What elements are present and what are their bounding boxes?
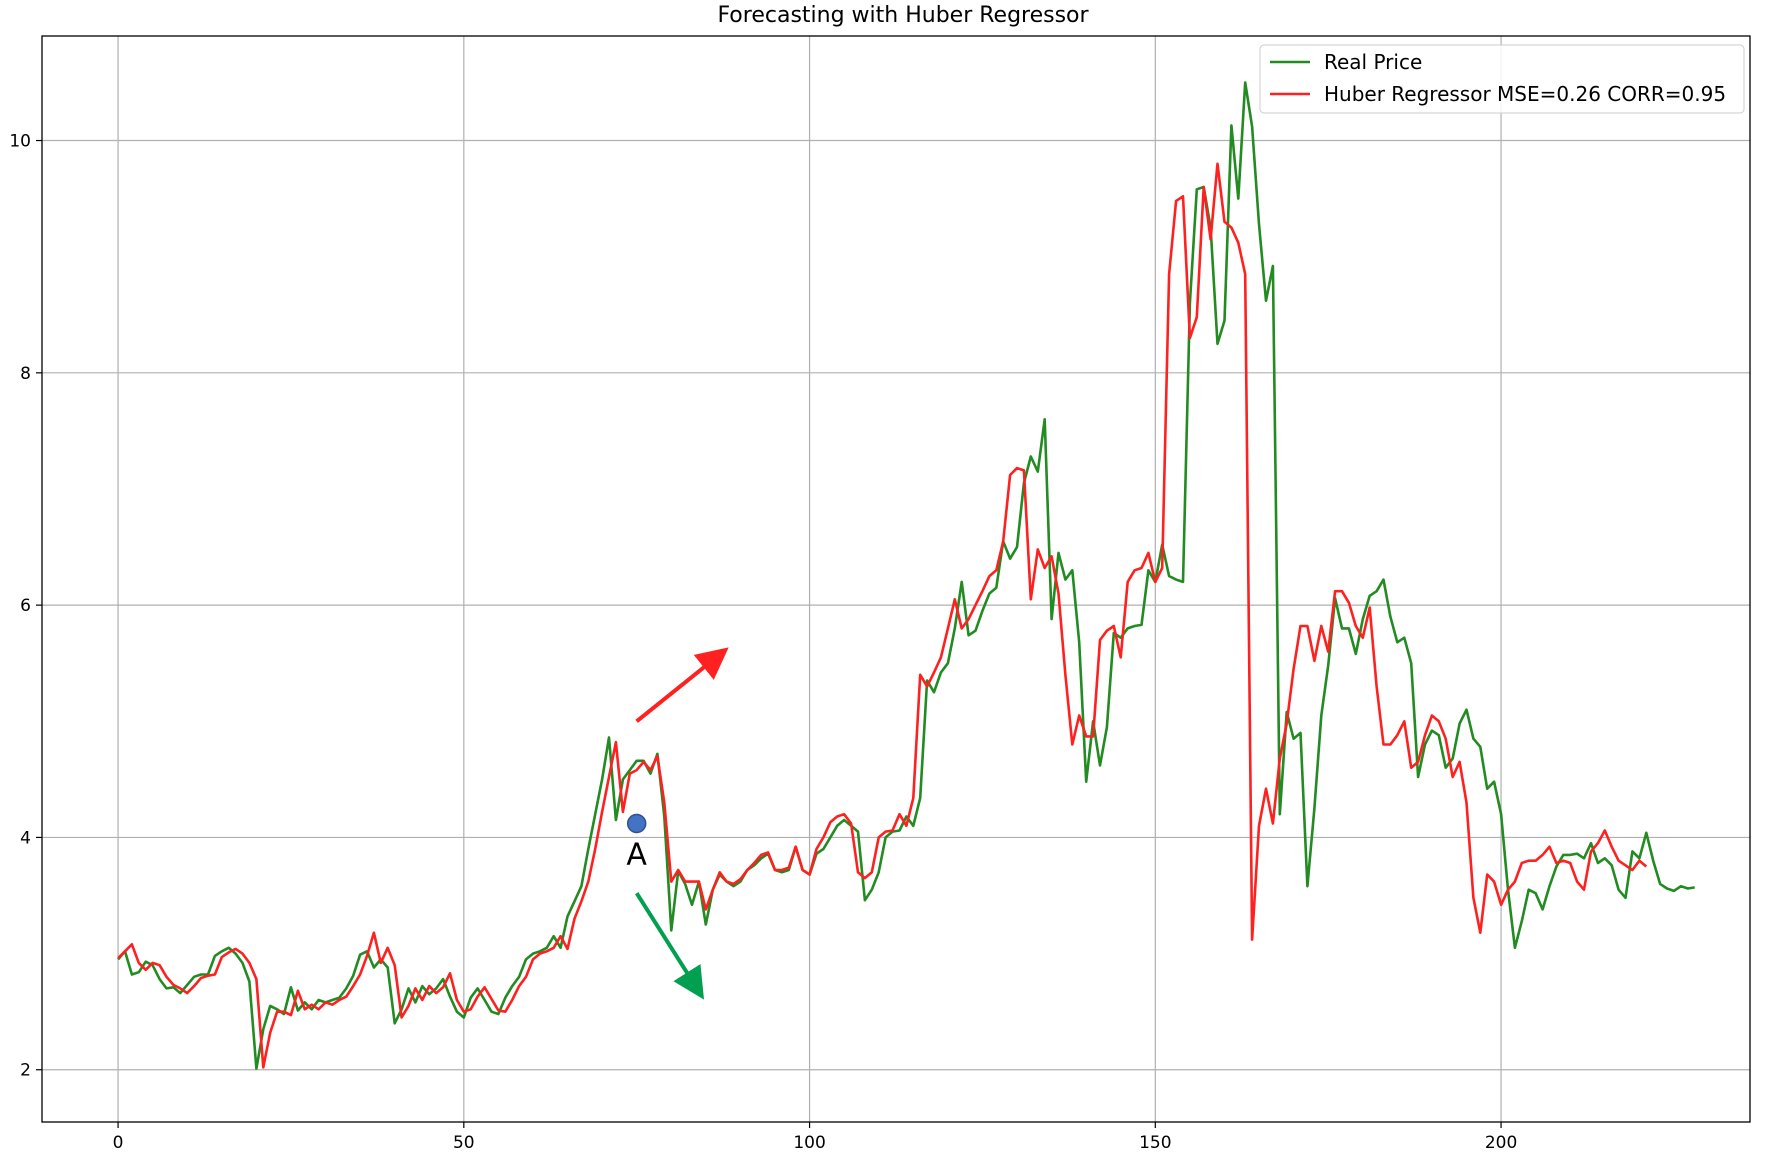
series-line-huber-prediction bbox=[117, 162, 1648, 1069]
y-tick-label: 8 bbox=[20, 364, 31, 384]
series-line-real-price bbox=[117, 81, 1695, 1070]
y-tick-label: 6 bbox=[20, 596, 31, 616]
plot-frame bbox=[41, 35, 1751, 1123]
chart-title: Forecasting with Huber Regressor bbox=[717, 3, 1089, 28]
annotations: A bbox=[626, 647, 729, 1000]
x-tick-label: 200 bbox=[1485, 1133, 1517, 1153]
y-tick-label: 10 bbox=[9, 132, 31, 152]
y-tick-label: 2 bbox=[20, 1061, 31, 1081]
x-tick-label: 150 bbox=[1139, 1133, 1171, 1153]
series-lines bbox=[117, 81, 1695, 1070]
gridlines bbox=[42, 36, 1750, 1122]
axis-ticks: 0 50 100 150 200 2 4 6 8 10 bbox=[9, 132, 1517, 1153]
down-arrow bbox=[634, 892, 705, 1000]
up-arrow bbox=[635, 647, 729, 723]
point-a-marker bbox=[626, 813, 647, 834]
x-tick-label: 50 bbox=[453, 1133, 475, 1153]
y-tick-label: 4 bbox=[20, 828, 31, 848]
legend-label-real: Real Price bbox=[1324, 50, 1422, 74]
x-tick-label: 0 bbox=[113, 1133, 124, 1153]
x-tick-label: 100 bbox=[793, 1133, 825, 1153]
point-a-label: A bbox=[626, 837, 647, 872]
legend: Real Price Huber Regressor MSE=0.26 CORR… bbox=[1259, 44, 1745, 114]
legend-label-pred: Huber Regressor MSE=0.26 CORR=0.95 bbox=[1324, 82, 1726, 106]
legend-box bbox=[1259, 44, 1745, 114]
